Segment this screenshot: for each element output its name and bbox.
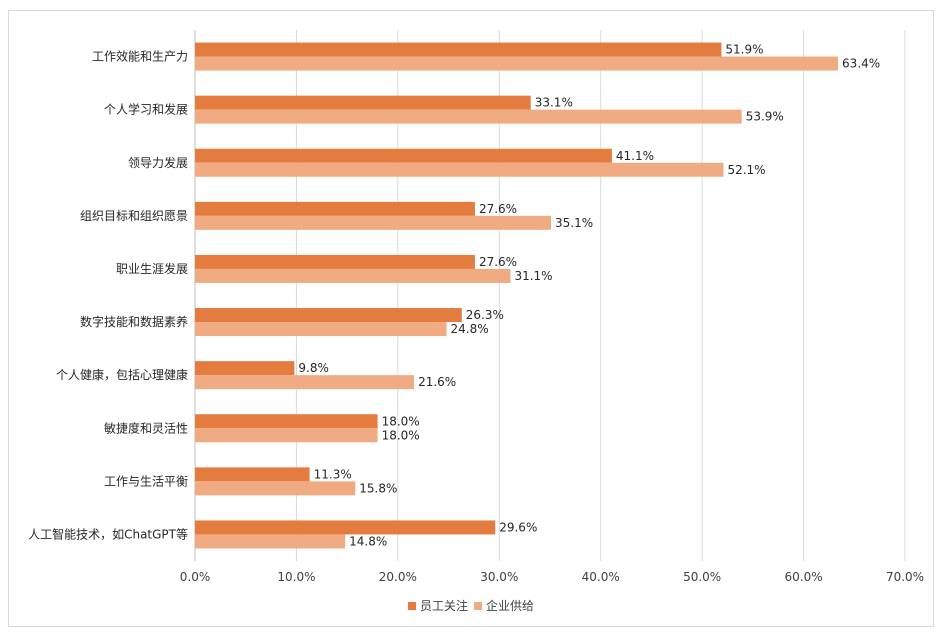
category-label: 个人学习和发展 xyxy=(104,102,188,117)
data-label: 18.0% xyxy=(382,428,420,442)
bar-enterprise-supply xyxy=(195,215,552,230)
x-tick-label: 10.0% xyxy=(277,570,315,584)
legend-swatch-enterprise-supply xyxy=(474,602,482,610)
bar-employee-concern xyxy=(195,148,612,163)
data-label: 15.8% xyxy=(359,481,397,495)
bar-enterprise-supply xyxy=(195,428,378,443)
bar-employee-concern xyxy=(195,254,475,269)
category-label: 人工智能技术，如ChatGPT等 xyxy=(28,526,188,541)
bar-employee-concern xyxy=(195,361,295,376)
legend-label-enterprise-supply: 企业供给 xyxy=(486,598,534,613)
bar-employee-concern xyxy=(195,42,722,57)
x-tick-label: 60.0% xyxy=(785,570,823,584)
x-tick-label: 30.0% xyxy=(480,570,518,584)
data-label: 27.6% xyxy=(479,202,517,216)
data-label: 35.1% xyxy=(555,216,593,230)
data-labels: 51.9% 63.4% 33.1% 53.9% 41.1% 52.1% 27.6% 35.1%… xyxy=(298,43,880,549)
data-label: 11.3% xyxy=(314,467,352,481)
category-label: 领导力发展 xyxy=(128,155,188,170)
category-labels: 工作效能和生产力个人学习和发展领导力发展组织目标和组织愿景职业生涯发展数字技能和… xyxy=(28,49,188,542)
bar-enterprise-supply xyxy=(195,322,447,337)
bar-employee-concern xyxy=(195,201,475,216)
category-label: 个人健康，包括心理健康 xyxy=(56,367,188,382)
category-label: 数字技能和数据素养 xyxy=(80,314,188,329)
data-label: 9.8% xyxy=(298,361,329,375)
x-tick-label: 20.0% xyxy=(379,570,417,584)
data-label: 31.1% xyxy=(514,269,552,283)
bar-employee-concern xyxy=(195,95,531,110)
bar-enterprise-supply xyxy=(195,481,356,496)
bars xyxy=(195,42,839,549)
x-tick-labels: 0.0% 10.0% 20.0% 30.0% 40.0% 50.0% 60.0% 70.0% xyxy=(180,570,924,584)
x-tick-label: 50.0% xyxy=(683,570,721,584)
bar-enterprise-supply xyxy=(195,375,415,390)
data-label: 27.6% xyxy=(479,255,517,269)
x-tick-label: 40.0% xyxy=(582,570,620,584)
bar-employee-concern xyxy=(195,467,310,482)
category-label: 组织目标和组织愿景 xyxy=(80,209,188,223)
bar-enterprise-supply xyxy=(195,534,346,549)
data-label: 18.0% xyxy=(382,414,420,428)
category-label: 敏捷度和灵活性 xyxy=(104,420,188,435)
legend: 员工关注 企业供给 xyxy=(408,598,534,613)
bar-enterprise-supply xyxy=(195,56,839,71)
category-label: 工作效能和生产力 xyxy=(92,49,188,64)
data-label: 26.3% xyxy=(466,308,504,322)
x-tick-label: 70.0% xyxy=(886,570,924,584)
category-label: 工作与生活平衡 xyxy=(104,474,188,488)
data-label: 51.9% xyxy=(725,43,763,57)
legend-label-employee-concern: 员工关注 xyxy=(420,598,468,613)
data-label: 33.1% xyxy=(535,96,573,110)
bar-enterprise-supply xyxy=(195,162,724,177)
data-label: 53.9% xyxy=(746,110,784,124)
bar-employee-concern xyxy=(195,414,378,429)
data-label: 41.1% xyxy=(616,149,654,163)
data-label: 21.6% xyxy=(418,375,456,389)
bar-enterprise-supply xyxy=(195,268,511,283)
bar-enterprise-supply xyxy=(195,109,742,124)
data-label: 24.8% xyxy=(451,322,489,336)
data-label: 52.1% xyxy=(727,163,765,177)
bar-employee-concern xyxy=(195,520,496,535)
data-label: 14.8% xyxy=(349,534,387,548)
legend-swatch-employee-concern xyxy=(408,602,416,610)
data-label: 63.4% xyxy=(842,57,880,71)
category-label: 职业生涯发展 xyxy=(116,261,188,276)
bar-employee-concern xyxy=(195,308,462,323)
data-label: 29.6% xyxy=(499,520,537,534)
x-tick-label: 0.0% xyxy=(180,570,211,584)
